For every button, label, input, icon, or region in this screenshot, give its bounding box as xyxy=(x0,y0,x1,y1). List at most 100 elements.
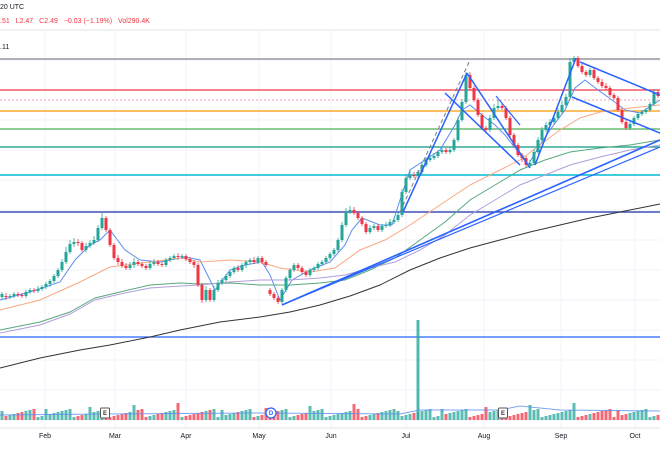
volume-bar xyxy=(140,409,144,420)
candle-body xyxy=(32,290,36,291)
volume-bar xyxy=(160,413,164,420)
rising-trendline-a[interactable] xyxy=(281,139,660,306)
volume-bar xyxy=(132,405,136,420)
candle-body xyxy=(488,118,492,130)
volume-bar xyxy=(432,417,436,420)
volume-bar xyxy=(464,409,468,420)
dividend-marker-icon[interactable] xyxy=(265,407,277,419)
candle-body xyxy=(4,296,8,297)
candle-body xyxy=(600,82,604,86)
indicator-value: .11 xyxy=(0,44,10,51)
volume-bar xyxy=(476,415,480,420)
candle-body xyxy=(480,115,484,128)
candle-body xyxy=(336,240,340,250)
candle-body xyxy=(400,192,404,215)
candle-body xyxy=(264,262,268,265)
earnings-marker-icon[interactable] xyxy=(100,407,110,419)
volume-bar xyxy=(568,410,572,420)
volume-average-line xyxy=(0,405,660,416)
candle-body xyxy=(404,178,408,192)
volume-bar xyxy=(360,417,364,420)
candle-body xyxy=(636,114,640,118)
impulse-up-2[interactable] xyxy=(534,57,577,166)
candle-body xyxy=(44,284,48,287)
volume-bar xyxy=(64,410,68,420)
candle-body xyxy=(228,272,232,276)
volume-bar xyxy=(480,414,484,420)
horizontal-levels[interactable] xyxy=(0,58,660,338)
impulse-down-1a[interactable] xyxy=(466,72,531,169)
candle-body xyxy=(384,225,388,226)
candle-body xyxy=(36,289,40,291)
volume-bar xyxy=(604,410,608,420)
volume-bar xyxy=(224,415,228,420)
impulse-down-1b[interactable] xyxy=(495,95,521,126)
candle-body xyxy=(412,175,416,176)
volume-bar xyxy=(520,413,524,420)
channel-down-top[interactable] xyxy=(579,61,660,96)
volume-bar xyxy=(380,412,384,420)
candle-body xyxy=(440,150,444,152)
volume-bar xyxy=(56,412,60,420)
volume-bar xyxy=(252,417,256,420)
volume-bar xyxy=(644,409,648,420)
volume-bar xyxy=(212,409,216,420)
candle-body xyxy=(508,118,512,135)
candle-body xyxy=(408,175,412,178)
volume-bar xyxy=(512,415,516,420)
candle-body xyxy=(164,260,168,265)
volume-bar xyxy=(232,413,236,420)
trendlines[interactable] xyxy=(281,57,660,306)
candle-body xyxy=(392,220,396,222)
candle-body xyxy=(20,295,24,296)
volume-bar xyxy=(588,414,592,420)
volume-bar xyxy=(364,416,368,420)
volume-bar xyxy=(612,417,616,420)
candle-body xyxy=(292,265,296,270)
candle-body xyxy=(216,283,220,290)
candle-body xyxy=(428,158,432,160)
candle-body xyxy=(348,210,352,212)
volume-bar xyxy=(60,411,64,420)
impulse-up-1[interactable] xyxy=(402,72,468,213)
candle-body xyxy=(112,245,116,258)
volume-bar xyxy=(40,416,44,420)
candle-body xyxy=(120,262,124,266)
volume-bar xyxy=(192,414,196,420)
rising-trendline-b[interactable] xyxy=(281,146,660,306)
candle-body xyxy=(260,258,264,262)
volume-bar xyxy=(528,405,532,420)
earnings-marker-icon[interactable] xyxy=(498,407,508,419)
volume-bar xyxy=(320,409,324,420)
channel-down-bottom[interactable] xyxy=(571,96,660,134)
volume-bar xyxy=(200,412,204,420)
volume-bar xyxy=(152,415,156,420)
time-axis[interactable]: Feb Mar Apr May Jun Jul Aug Sep Oct xyxy=(39,433,641,440)
candle-body xyxy=(368,228,372,232)
candle-body xyxy=(464,75,468,102)
candle-body xyxy=(220,280,224,283)
volume-bar xyxy=(620,415,624,420)
volume-bar xyxy=(460,410,464,420)
candle-body xyxy=(620,110,624,122)
volume-bar xyxy=(228,414,232,420)
volume-bar xyxy=(236,412,240,420)
volume-bar xyxy=(344,412,348,420)
volume-bar xyxy=(640,410,644,420)
candle-body xyxy=(596,78,600,82)
candle-body xyxy=(100,218,104,228)
volume-bar xyxy=(136,410,140,420)
parallel-down-1[interactable] xyxy=(444,92,521,166)
volume-bar xyxy=(576,417,580,420)
candle-body xyxy=(476,100,480,115)
candle-body xyxy=(484,128,488,130)
x-tick-jul: Jul xyxy=(402,433,411,440)
volume-bar xyxy=(220,410,224,420)
earnings-marker-label: E xyxy=(103,411,107,417)
low-value: L2.47 xyxy=(15,18,34,25)
candle-body xyxy=(68,244,72,252)
volume-bar xyxy=(536,409,540,420)
volume-bar xyxy=(164,412,168,420)
